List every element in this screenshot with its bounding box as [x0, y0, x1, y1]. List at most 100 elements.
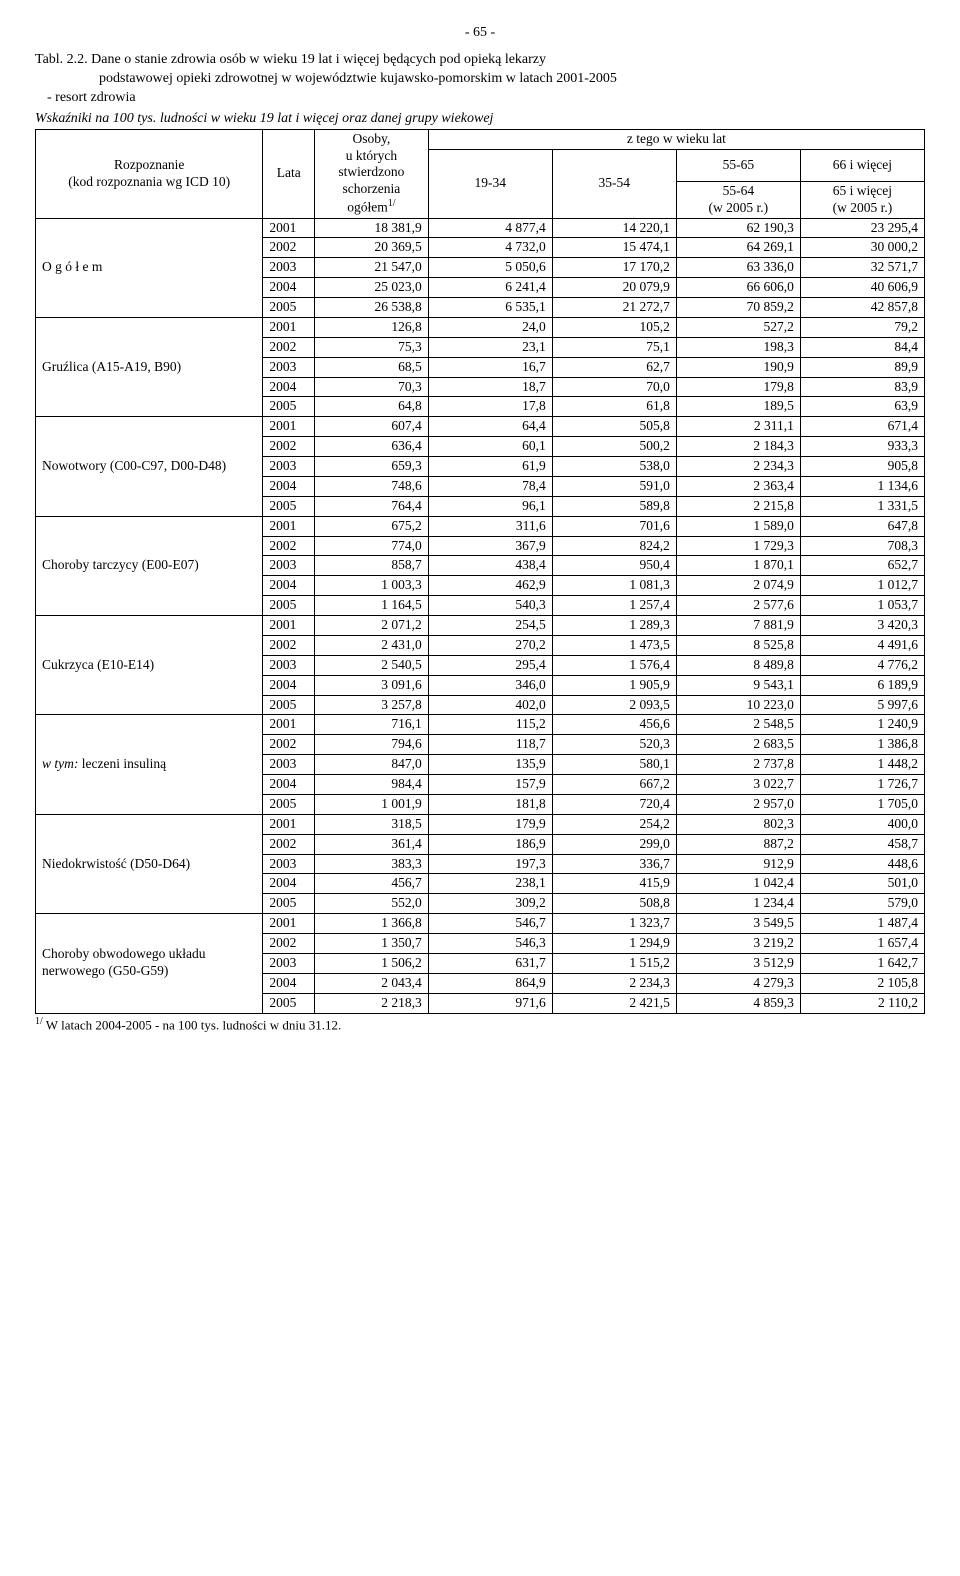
- data-table: Rozpoznanie (kod rozpoznania wg ICD 10) …: [35, 129, 925, 1014]
- cell-value: 9 543,1: [676, 675, 800, 695]
- cell-value: 64,8: [315, 397, 429, 417]
- cell-value: 552,0: [315, 894, 429, 914]
- cell-year: 2005: [263, 397, 315, 417]
- cell-value: 2 234,3: [552, 973, 676, 993]
- table-row: Nowotwory (C00-C97, D00-D48)2001607,464,…: [36, 417, 925, 437]
- cell-value: 4 491,6: [800, 635, 924, 655]
- cell-year: 2003: [263, 457, 315, 477]
- cell-value: 1 164,5: [315, 596, 429, 616]
- cell-value: 309,2: [428, 894, 552, 914]
- cell-value: 15 474,1: [552, 238, 676, 258]
- group-label: Gruźlica (A15-A19, B90): [36, 317, 263, 416]
- cell-value: 295,4: [428, 655, 552, 675]
- cell-value: 1 257,4: [552, 596, 676, 616]
- cell-year: 2005: [263, 596, 315, 616]
- cell-value: 589,8: [552, 496, 676, 516]
- cell-value: 4 776,2: [800, 655, 924, 675]
- cell-value: 16,7: [428, 357, 552, 377]
- cell-value: 17 170,2: [552, 258, 676, 278]
- cell-value: 636,4: [315, 437, 429, 457]
- cell-value: 1 905,9: [552, 675, 676, 695]
- cell-value: 5 997,6: [800, 695, 924, 715]
- cell-value: 17,8: [428, 397, 552, 417]
- cell-value: 179,9: [428, 814, 552, 834]
- cell-value: 89,9: [800, 357, 924, 377]
- cell-value: 591,0: [552, 476, 676, 496]
- cell-value: 84,4: [800, 337, 924, 357]
- cell-value: 2 421,5: [552, 993, 676, 1013]
- cell-year: 2001: [263, 218, 315, 238]
- cell-value: 1 323,7: [552, 914, 676, 934]
- cell-value: 984,4: [315, 775, 429, 795]
- cell-value: 858,7: [315, 556, 429, 576]
- cell-year: 2003: [263, 854, 315, 874]
- cell-value: 75,1: [552, 337, 676, 357]
- header-rozpoznanie: Rozpoznanie (kod rozpoznania wg ICD 10): [36, 129, 263, 218]
- cell-year: 2005: [263, 695, 315, 715]
- cell-value: 1 473,5: [552, 635, 676, 655]
- cell-value: 361,4: [315, 834, 429, 854]
- cell-value: 500,2: [552, 437, 676, 457]
- cell-value: 24,0: [428, 317, 552, 337]
- cell-value: 3 257,8: [315, 695, 429, 715]
- group-label: w tym: leczeni insuliną: [36, 715, 263, 814]
- cell-value: 7 881,9: [676, 616, 800, 636]
- cell-value: 105,2: [552, 317, 676, 337]
- header-35-54: 35-54: [552, 149, 676, 218]
- cell-value: 1 053,7: [800, 596, 924, 616]
- cell-value: 3 549,5: [676, 914, 800, 934]
- header-osoby: Osoby,u którychstwierdzonoschorzeniaogół…: [315, 129, 429, 218]
- cell-year: 2001: [263, 616, 315, 636]
- cell-value: 70,0: [552, 377, 676, 397]
- cell-value: 1 705,0: [800, 794, 924, 814]
- cell-value: 4 877,4: [428, 218, 552, 238]
- cell-value: 2 540,5: [315, 655, 429, 675]
- cell-value: 61,8: [552, 397, 676, 417]
- cell-value: 1 386,8: [800, 735, 924, 755]
- cell-value: 1 726,7: [800, 775, 924, 795]
- group-label: O g ó ł e m: [36, 218, 263, 317]
- cell-year: 2001: [263, 317, 315, 337]
- cell-value: 579,0: [800, 894, 924, 914]
- cell-value: 66 606,0: [676, 278, 800, 298]
- cell-value: 402,0: [428, 695, 552, 715]
- cell-value: 181,8: [428, 794, 552, 814]
- table-row: O g ó ł e m200118 381,94 877,414 220,162…: [36, 218, 925, 238]
- cell-year: 2005: [263, 794, 315, 814]
- cell-value: 62,7: [552, 357, 676, 377]
- cell-value: 20 079,9: [552, 278, 676, 298]
- cell-value: 540,3: [428, 596, 552, 616]
- cell-value: 2 431,0: [315, 635, 429, 655]
- cell-value: 311,6: [428, 516, 552, 536]
- cell-value: 23,1: [428, 337, 552, 357]
- cell-year: 2002: [263, 437, 315, 457]
- cell-value: 83,9: [800, 377, 924, 397]
- cell-value: 2 363,4: [676, 476, 800, 496]
- cell-value: 135,9: [428, 755, 552, 775]
- cell-value: 270,2: [428, 635, 552, 655]
- cell-value: 2 074,9: [676, 576, 800, 596]
- cell-value: 1 331,5: [800, 496, 924, 516]
- cell-value: 2 215,8: [676, 496, 800, 516]
- table-row: w tym: leczeni insuliną2001716,1115,2456…: [36, 715, 925, 735]
- cell-value: 118,7: [428, 735, 552, 755]
- cell-year: 2002: [263, 834, 315, 854]
- cell-value: 659,3: [315, 457, 429, 477]
- cell-year: 2002: [263, 337, 315, 357]
- cell-value: 675,2: [315, 516, 429, 536]
- header-55-65: 55-65: [676, 149, 800, 181]
- cell-value: 189,5: [676, 397, 800, 417]
- cell-value: 1 506,2: [315, 953, 429, 973]
- cell-value: 748,6: [315, 476, 429, 496]
- group-label: Cukrzyca (E10-E14): [36, 616, 263, 715]
- cell-value: 864,9: [428, 973, 552, 993]
- cell-value: 448,6: [800, 854, 924, 874]
- cell-value: 802,3: [676, 814, 800, 834]
- cell-value: 1 003,3: [315, 576, 429, 596]
- cell-value: 25 023,0: [315, 278, 429, 298]
- cell-value: 18 381,9: [315, 218, 429, 238]
- cell-value: 179,8: [676, 377, 800, 397]
- cell-value: 720,4: [552, 794, 676, 814]
- cell-value: 198,3: [676, 337, 800, 357]
- cell-value: 2 110,2: [800, 993, 924, 1013]
